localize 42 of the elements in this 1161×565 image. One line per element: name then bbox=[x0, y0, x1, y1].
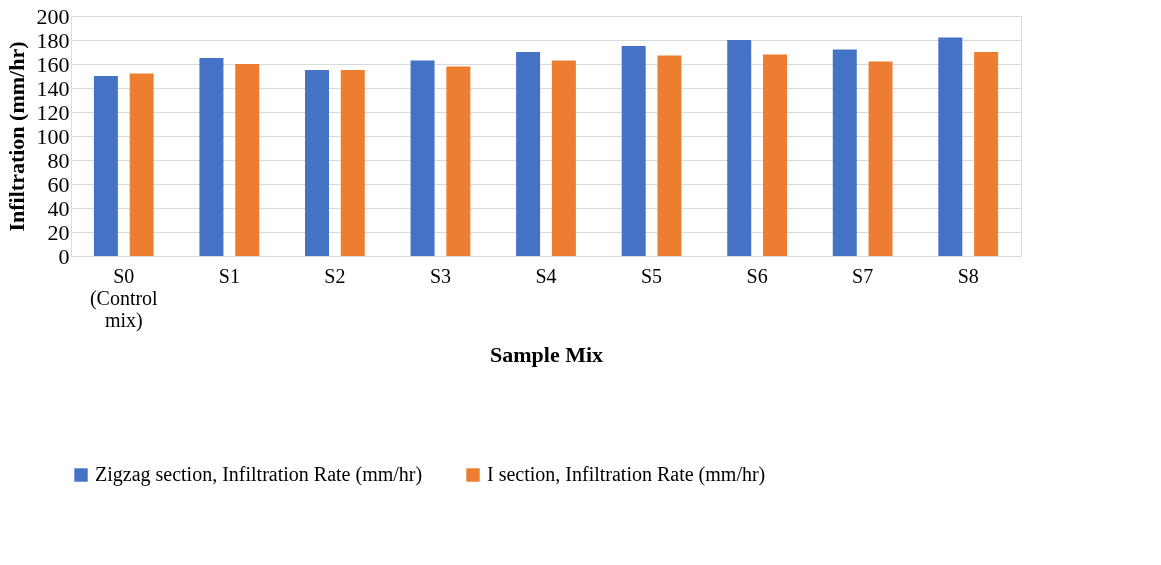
x-tick-label: S2 bbox=[324, 264, 346, 287]
x-tick-label: S0 (Control mix) bbox=[89, 264, 159, 332]
x-tick-label: S1 bbox=[218, 264, 240, 287]
y-tick-label: 40 bbox=[47, 195, 70, 221]
y-tick-label: 80 bbox=[47, 147, 70, 173]
bar bbox=[832, 49, 857, 256]
y-tick-label: 200 bbox=[36, 3, 70, 29]
bar bbox=[621, 46, 646, 256]
y-tick-label: 100 bbox=[36, 123, 70, 149]
y-tick-label: 20 bbox=[47, 219, 70, 245]
bar bbox=[305, 70, 329, 256]
legend-label: Zigzag section, Infiltration Rate (mm/hr) bbox=[95, 463, 423, 486]
x-tick-label: S5 bbox=[640, 264, 663, 287]
bar bbox=[657, 55, 682, 256]
x-tick-label: S7 bbox=[852, 264, 874, 287]
y-tick-label: 120 bbox=[36, 99, 70, 125]
bar bbox=[938, 37, 963, 256]
bar bbox=[763, 54, 787, 256]
bar bbox=[93, 76, 118, 256]
x-tick-label: S3 bbox=[429, 264, 452, 287]
bar bbox=[516, 52, 541, 256]
bar bbox=[410, 60, 435, 256]
y-tick-label: 60 bbox=[47, 171, 70, 197]
bar bbox=[974, 52, 999, 256]
y-tick-label: 180 bbox=[36, 27, 70, 53]
y-tick-label: 0 bbox=[58, 243, 70, 269]
y-tick-label: 160 bbox=[36, 51, 70, 77]
legend-label: I section, Infiltration Rate (mm/hr) bbox=[487, 463, 766, 486]
bar bbox=[446, 66, 471, 256]
bar bbox=[129, 73, 154, 256]
x-tick-label: S4 bbox=[535, 264, 557, 287]
bar bbox=[727, 40, 752, 256]
bar bbox=[199, 58, 224, 256]
bar bbox=[340, 70, 365, 256]
y-tick-label: 140 bbox=[36, 75, 70, 101]
bar bbox=[551, 60, 576, 256]
x-tick-label: S8 bbox=[957, 264, 979, 287]
bar bbox=[235, 64, 260, 256]
y-axis-title: Infiltration (mm/hr) bbox=[3, 41, 29, 232]
x-axis-title: Sample Mix bbox=[489, 341, 604, 367]
bar bbox=[868, 61, 893, 256]
x-tick-label: S6 bbox=[746, 264, 768, 287]
